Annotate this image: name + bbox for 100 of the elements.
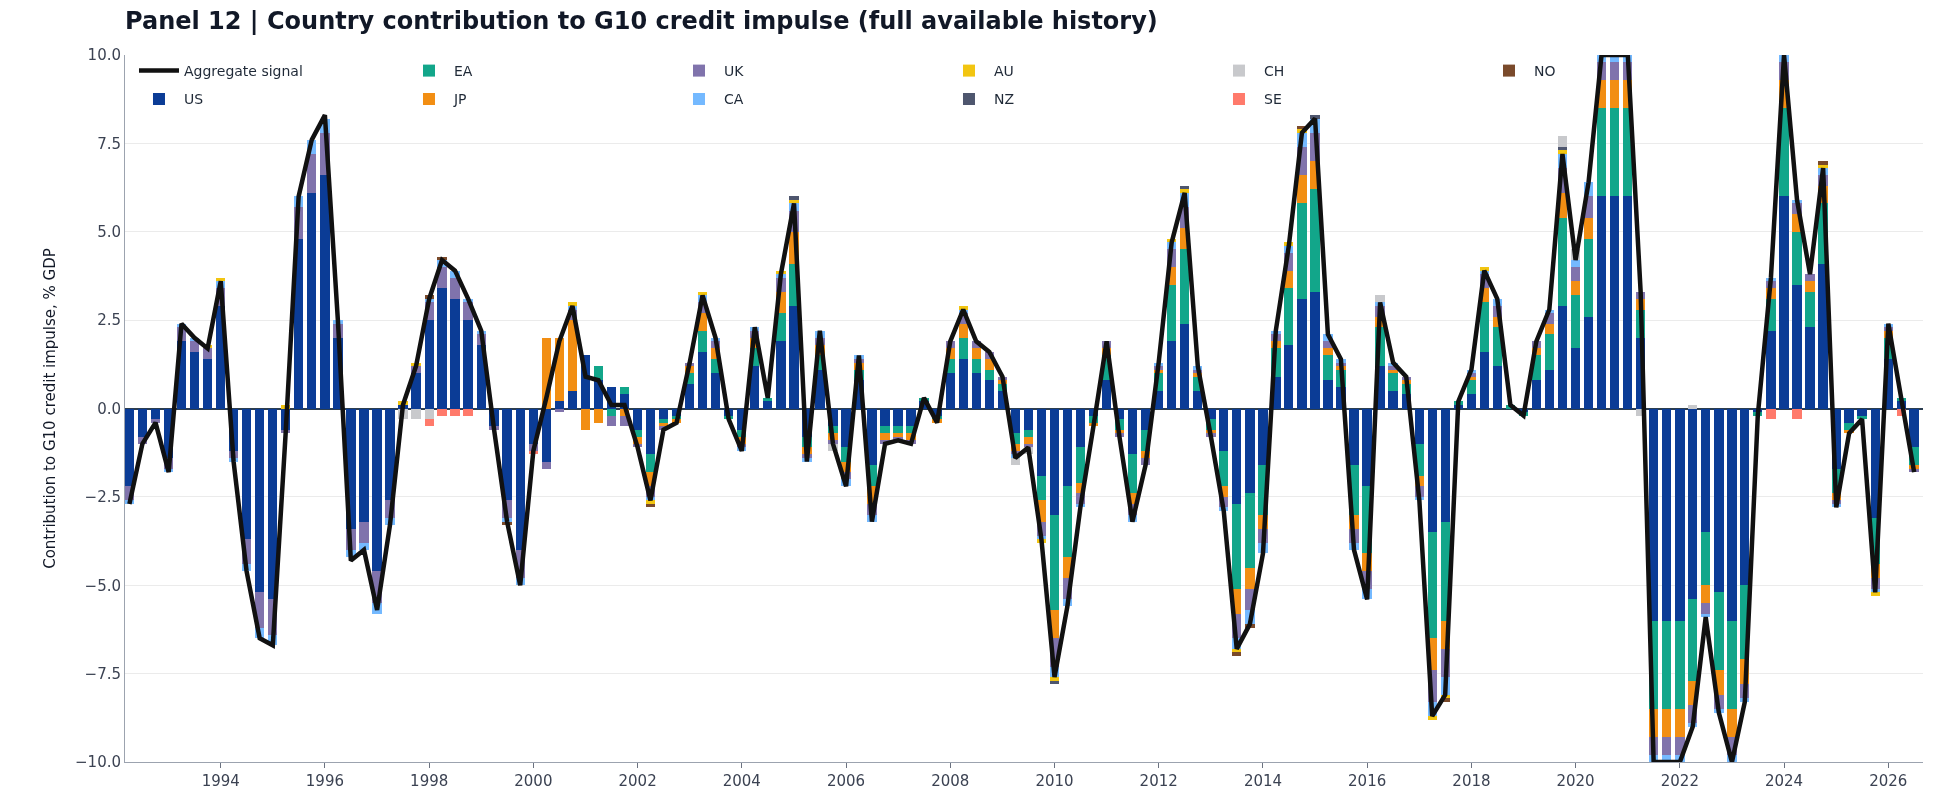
bar: [1779, 196, 1789, 409]
bar: [1610, 62, 1619, 80]
bar: [1740, 409, 1749, 585]
bar: [867, 409, 877, 465]
bar: [1727, 621, 1737, 709]
bar: [1076, 447, 1085, 483]
bar: [1467, 394, 1476, 409]
bar: [437, 409, 447, 416]
bar: [463, 320, 473, 409]
bar: [1245, 493, 1255, 568]
bar: [125, 409, 134, 486]
bar: [789, 196, 799, 200]
y-axis-title: Contribution to G10 credit impulse, % GDP: [41, 248, 60, 569]
bar: [1232, 652, 1241, 656]
bar: [698, 292, 707, 295]
bar: [1688, 409, 1697, 599]
bar: [607, 416, 616, 426]
bar: [1675, 709, 1685, 737]
bar: [268, 409, 277, 599]
bar: [594, 409, 603, 423]
x-tick-label: 1996: [305, 772, 344, 790]
bar: [633, 409, 642, 430]
bar: [1388, 373, 1398, 391]
bar: [1245, 409, 1255, 493]
y-tick-label: −2.5: [84, 488, 121, 507]
bar: [1050, 681, 1059, 684]
bar: [516, 409, 525, 550]
bar: [1428, 532, 1437, 638]
bar: [776, 341, 786, 409]
bar: [1558, 147, 1567, 150]
bar: [568, 320, 577, 391]
x-tick-label: 2022: [1660, 772, 1699, 790]
bar: [1571, 281, 1580, 295]
bar: [242, 409, 251, 539]
bar: [789, 200, 799, 203]
bar: [1688, 405, 1697, 409]
bar: [763, 398, 772, 401]
bar: [1701, 614, 1710, 617]
legend-label: Aggregate signal: [183, 63, 303, 80]
bar: [646, 409, 655, 454]
bar: [1792, 409, 1802, 419]
bar: [437, 288, 447, 409]
chart-title: Panel 12 | Country contribution to G10 credit impulse (full available history): [125, 6, 1158, 35]
x-tick-label: 2004: [722, 772, 761, 790]
bar: [307, 193, 316, 409]
bar: [1584, 218, 1593, 239]
bar: [1180, 324, 1189, 409]
bar: [307, 154, 316, 193]
bar: [1037, 476, 1046, 500]
bar: [893, 433, 903, 437]
bar: [1597, 196, 1606, 409]
bar: [542, 409, 551, 462]
bar: [1128, 454, 1137, 493]
bar: [1467, 380, 1476, 394]
bar: [320, 175, 330, 409]
bar: [1610, 108, 1619, 196]
bar: [985, 380, 994, 409]
x-tick-label: 2018: [1452, 772, 1491, 790]
bar: [463, 409, 473, 416]
bar: [1024, 437, 1033, 444]
bar: [1805, 292, 1815, 327]
bar: [1180, 249, 1189, 324]
bar: [1388, 391, 1398, 409]
bar: [1805, 274, 1815, 281]
x-tick-label: 2012: [1139, 772, 1178, 790]
x-tick-label: 2020: [1556, 772, 1595, 790]
bar: [425, 419, 434, 426]
bar: [607, 409, 616, 416]
legend-label: CA: [723, 91, 744, 108]
bar: [1805, 327, 1815, 409]
bar: [1050, 409, 1059, 515]
bar: [1871, 592, 1880, 596]
bar: [1857, 409, 1867, 416]
bar: [555, 409, 564, 412]
legend-label: NZ: [993, 91, 1015, 108]
bar: [1662, 737, 1671, 755]
bar: [1349, 409, 1359, 465]
bar: [425, 409, 434, 419]
x-tick-label: 2010: [1035, 772, 1074, 790]
bar: [1362, 409, 1372, 486]
bar: [1297, 299, 1307, 409]
bar: [1766, 409, 1776, 419]
bar: [698, 352, 707, 409]
bar: [1180, 186, 1189, 189]
y-tick-label: 2.5: [97, 311, 121, 330]
bar: [972, 348, 981, 359]
bar: [1584, 317, 1593, 409]
bar: [1701, 585, 1710, 603]
bar: [1480, 302, 1489, 352]
x-tick-label: 1998: [410, 772, 449, 790]
bar: [880, 409, 890, 426]
bar: [1128, 409, 1137, 454]
bar: [906, 409, 916, 426]
bar: [789, 306, 799, 409]
bar: [1024, 409, 1033, 430]
bar: [1545, 334, 1554, 370]
bar: [1558, 150, 1567, 154]
legend-label: SE: [1263, 91, 1282, 108]
bar: [1063, 486, 1072, 557]
x-tick-label: 2014: [1243, 772, 1283, 790]
